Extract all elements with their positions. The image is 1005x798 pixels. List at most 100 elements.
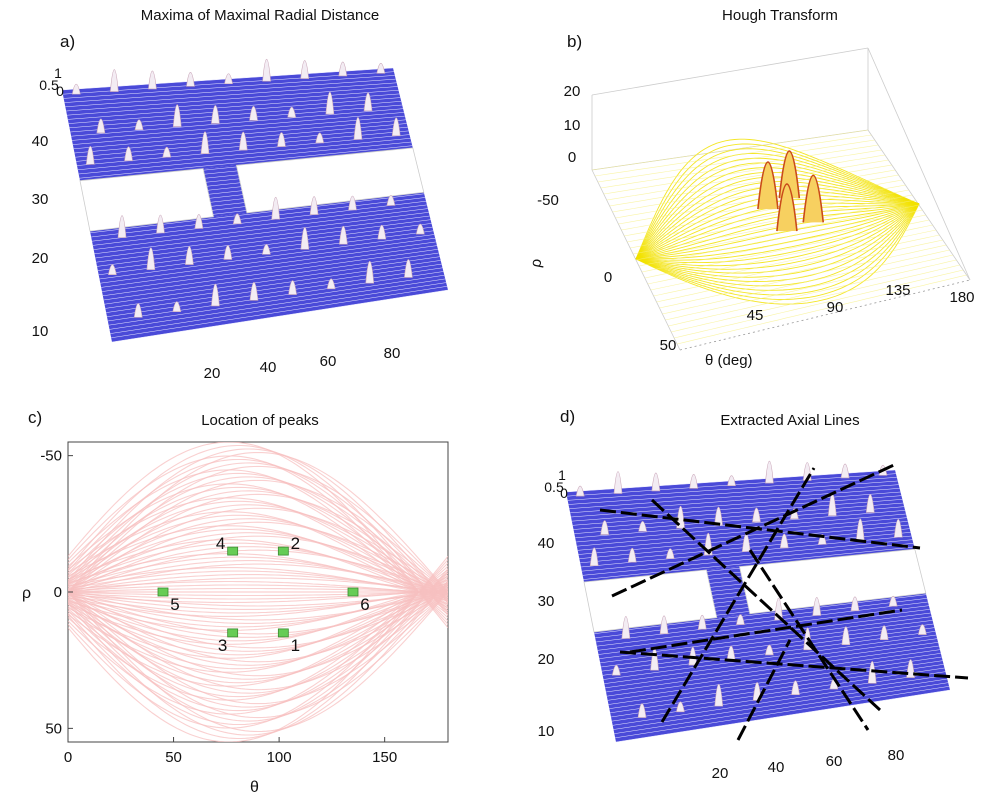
a-mesh-line: [203, 166, 237, 171]
c-hough-curve: [68, 490, 448, 601]
a-peak: [338, 225, 348, 245]
c-hough-curve: [68, 556, 448, 599]
a-mesh-line: [204, 170, 238, 175]
a-peak: [300, 60, 310, 79]
a-mesh-line: [209, 194, 243, 199]
b-surface-curve: [635, 143, 920, 260]
y-tick-label-a: 30: [32, 191, 49, 208]
y-tick-label-c: -50: [40, 448, 62, 465]
peak-marker-1: [277, 628, 289, 638]
d-mesh-line: [716, 611, 750, 616]
d-peak: [689, 473, 699, 489]
chart-title-d: Extracted Axial Lines: [720, 412, 860, 429]
d-peak: [893, 518, 903, 538]
a-peak: [108, 264, 117, 276]
d-mesh-line: [575, 513, 907, 543]
c-hough-curve: [68, 525, 448, 609]
b-surface-curve: [635, 157, 920, 260]
axial-line: [629, 608, 903, 654]
a-peak: [249, 281, 259, 301]
d-hole-left: [583, 569, 718, 633]
c-hough-curve: [68, 585, 448, 617]
a-peak: [338, 61, 348, 77]
a-mesh-line: [208, 190, 243, 195]
a-mesh-line: [71, 112, 405, 141]
d-peak: [840, 463, 850, 479]
a-mesh-line: [212, 206, 246, 211]
peak-marker-5: [157, 587, 169, 597]
b-surface-curve: [603, 149, 882, 195]
a-mesh-line: [101, 241, 437, 288]
axial-line: [599, 508, 921, 550]
a-mesh-line: [69, 101, 402, 129]
b-surface-curve: [638, 209, 923, 267]
a-peak: [124, 146, 133, 162]
a-peak: [249, 105, 258, 121]
b-surface-curve: [630, 194, 913, 249]
chart-title-b: Hough Transform: [722, 7, 838, 24]
d-mesh-line: [615, 686, 950, 739]
c-hough-curve: [68, 455, 448, 625]
x-tick-label-c: 0: [64, 749, 72, 766]
peak-label-4: 4: [216, 534, 225, 553]
b-surface-curve: [594, 134, 872, 177]
d-mesh-line: [570, 488, 900, 514]
a-mesh-line: [91, 197, 426, 238]
c-hough-curve: [68, 575, 448, 659]
z-tick-label-a: 0.5: [39, 77, 59, 93]
c-hough-curve: [68, 585, 448, 628]
y-tick-label-d: 20: [538, 651, 555, 668]
d-band-bottom: [594, 593, 950, 742]
b-surface-curve: [635, 203, 920, 270]
c-hough-curve: [68, 591, 448, 719]
c-hough-curve: [68, 580, 448, 736]
c-hough-curve: [68, 591, 448, 597]
axis-label-rho-c: ρ: [22, 585, 31, 602]
d-mesh-line: [567, 477, 897, 501]
b-surface-curve: [635, 203, 920, 274]
d-peak: [850, 596, 860, 612]
d-peak: [764, 644, 774, 656]
peak-label-2: 2: [291, 534, 300, 553]
a-mesh-line: [101, 245, 438, 292]
panel-label-b: b): [567, 32, 583, 51]
b-surface-curve: [635, 138, 920, 260]
b-axis-theta: [679, 279, 971, 351]
c-hough-curve: [68, 567, 448, 599]
a-mesh-line: [108, 274, 445, 326]
d-peak: [714, 506, 723, 526]
b-surface-curve: [597, 139, 875, 183]
a-mesh-line: [79, 145, 413, 179]
x-tick-label-b: 90: [827, 299, 844, 316]
b-surface-curve: [635, 203, 920, 282]
c-hough-curve: [68, 588, 448, 614]
axial-line: [660, 467, 816, 723]
a-peak: [315, 132, 325, 144]
d-mesh-line: [596, 605, 929, 647]
c-hough-curve: [68, 451, 448, 593]
d-mesh-line: [605, 642, 939, 689]
c-hough-curve: [68, 560, 448, 596]
d-mesh-line: [614, 682, 949, 734]
a-peak: [96, 118, 106, 134]
c-hough-curve: [68, 582, 448, 708]
z-tick-label-b: 20: [564, 83, 581, 100]
y-tick-label-d: 10: [538, 723, 555, 740]
d-mesh-line: [711, 587, 745, 592]
d-peak: [752, 682, 762, 701]
d-peak: [779, 533, 789, 549]
z-tick-label-b: 10: [564, 117, 581, 134]
c-hough-curve: [68, 568, 448, 740]
x-tick-label-d: 80: [888, 747, 905, 764]
b-surface-curve: [653, 234, 940, 297]
d-mesh-line: [713, 599, 747, 604]
b-surface-curve: [615, 169, 896, 219]
d-peak: [727, 475, 736, 486]
d-mesh-line: [603, 634, 937, 680]
c-hough-curve: [68, 574, 448, 698]
d-peak: [918, 624, 927, 635]
b-surface-curve: [635, 185, 920, 260]
b-surface-curve: [633, 199, 916, 255]
